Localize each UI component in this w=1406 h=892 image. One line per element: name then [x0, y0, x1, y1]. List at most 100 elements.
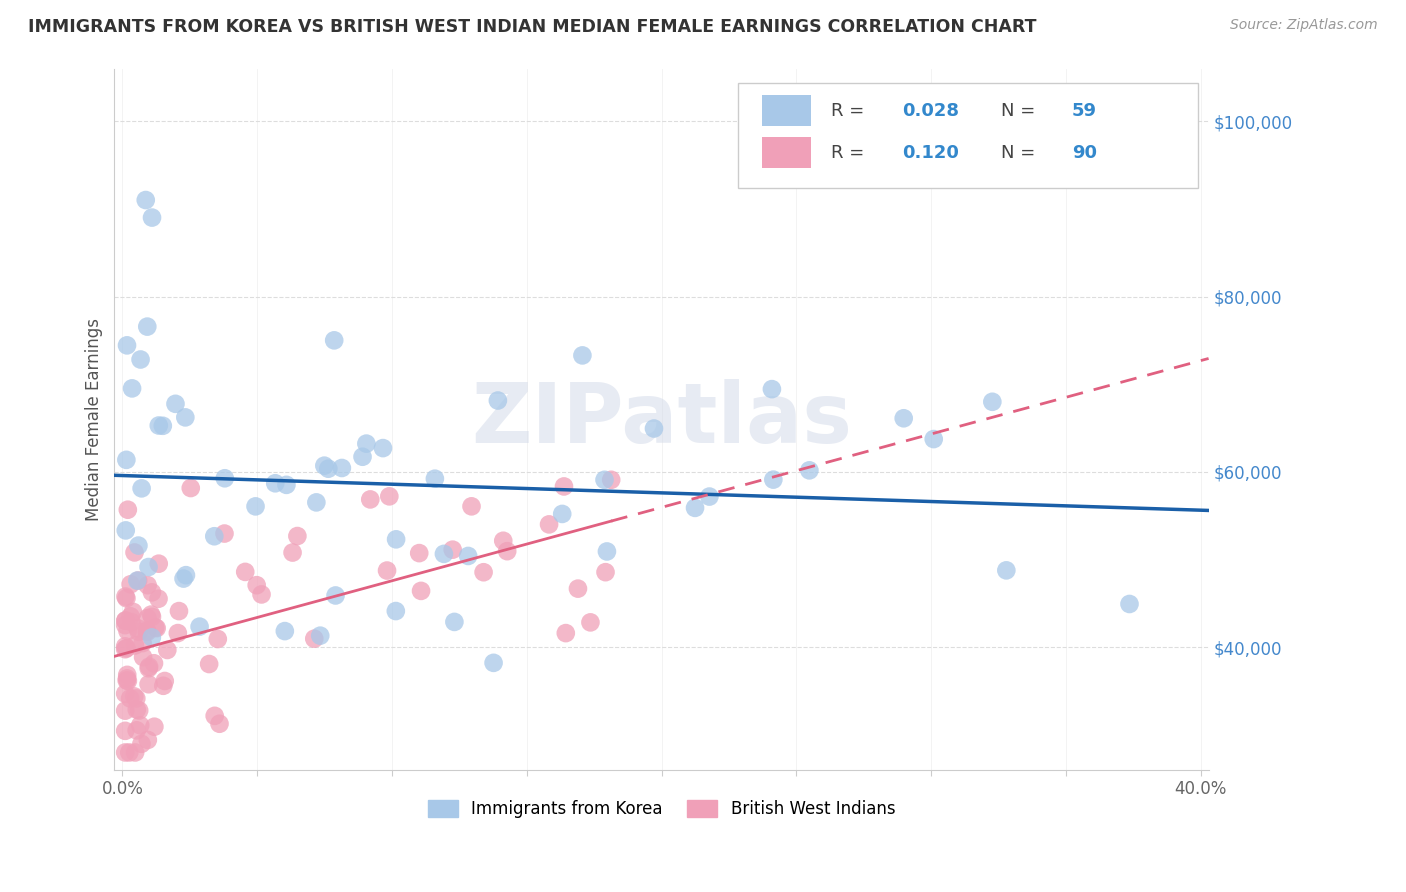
Point: [486, 393, 509, 408]
Point: [325, 589, 347, 603]
Text: R =: R =: [831, 144, 870, 161]
Point: [115, 672, 138, 686]
Point: [571, 348, 593, 362]
Point: [125, 723, 148, 738]
Point: [214, 526, 236, 541]
Point: [314, 458, 336, 473]
Point: [204, 709, 226, 723]
Point: [138, 659, 160, 673]
Point: [136, 733, 159, 747]
Text: Source: ZipAtlas.com: Source: ZipAtlas.com: [1230, 18, 1378, 32]
Point: [131, 737, 153, 751]
Point: [127, 574, 149, 588]
Point: [460, 500, 482, 514]
Point: [117, 673, 139, 688]
Point: [180, 481, 202, 495]
Legend: Immigrants from Korea, British West Indians: Immigrants from Korea, British West Indi…: [420, 793, 903, 825]
Point: [117, 624, 139, 639]
Point: [148, 557, 170, 571]
Point: [152, 679, 174, 693]
Bar: [762, 136, 811, 169]
Y-axis label: Median Female Earnings: Median Female Earnings: [86, 318, 103, 521]
Point: [1118, 597, 1140, 611]
Point: [281, 545, 304, 559]
Point: [359, 492, 381, 507]
Point: [114, 590, 136, 604]
Point: [165, 397, 187, 411]
Point: [141, 585, 163, 599]
Point: [115, 668, 138, 682]
Text: 59: 59: [1071, 102, 1097, 120]
Point: [250, 587, 273, 601]
Point: [596, 544, 619, 558]
Point: [117, 502, 139, 516]
Point: [131, 636, 153, 650]
Point: [208, 716, 231, 731]
Point: [274, 624, 297, 639]
Point: [136, 578, 159, 592]
Point: [114, 614, 136, 628]
Point: [114, 687, 136, 701]
Point: [167, 604, 190, 618]
Point: [385, 533, 408, 547]
Point: [683, 500, 706, 515]
Point: [145, 621, 167, 635]
Point: [371, 441, 394, 455]
Point: [762, 473, 785, 487]
Point: [375, 564, 398, 578]
Point: [120, 577, 142, 591]
Point: [128, 624, 150, 639]
Point: [125, 703, 148, 717]
Point: [264, 476, 287, 491]
Point: [595, 565, 617, 579]
Point: [318, 461, 340, 475]
Point: [408, 546, 430, 560]
Point: [496, 544, 519, 558]
Point: [276, 478, 298, 492]
Point: [120, 691, 142, 706]
Point: [121, 381, 143, 395]
Point: [699, 490, 721, 504]
Point: [132, 650, 155, 665]
Point: [118, 746, 141, 760]
Point: [457, 549, 479, 563]
Point: [304, 632, 326, 646]
Point: [120, 615, 142, 629]
Point: [127, 539, 149, 553]
Point: [114, 704, 136, 718]
Point: [378, 489, 401, 503]
Point: [246, 578, 269, 592]
Point: [554, 626, 576, 640]
Point: [600, 473, 623, 487]
Text: 90: 90: [1071, 144, 1097, 161]
Point: [138, 677, 160, 691]
Point: [124, 639, 146, 653]
Point: [433, 547, 456, 561]
Point: [115, 641, 138, 656]
Point: [122, 605, 145, 619]
Point: [567, 582, 589, 596]
FancyBboxPatch shape: [738, 83, 1198, 188]
Point: [173, 572, 195, 586]
Text: ZIPatlas: ZIPatlas: [471, 379, 852, 459]
Point: [153, 673, 176, 688]
Point: [127, 574, 149, 588]
Point: [120, 609, 142, 624]
Point: [138, 661, 160, 675]
Point: [207, 632, 229, 646]
Point: [323, 334, 346, 348]
Point: [136, 611, 159, 625]
Point: [114, 723, 136, 738]
Point: [114, 640, 136, 654]
Point: [135, 624, 157, 638]
Point: [136, 624, 159, 639]
Point: [129, 718, 152, 732]
Point: [114, 524, 136, 538]
Point: [981, 394, 1004, 409]
Point: [135, 193, 157, 207]
Point: [124, 545, 146, 559]
Point: [441, 542, 464, 557]
Point: [125, 691, 148, 706]
Point: [141, 631, 163, 645]
Point: [131, 481, 153, 495]
